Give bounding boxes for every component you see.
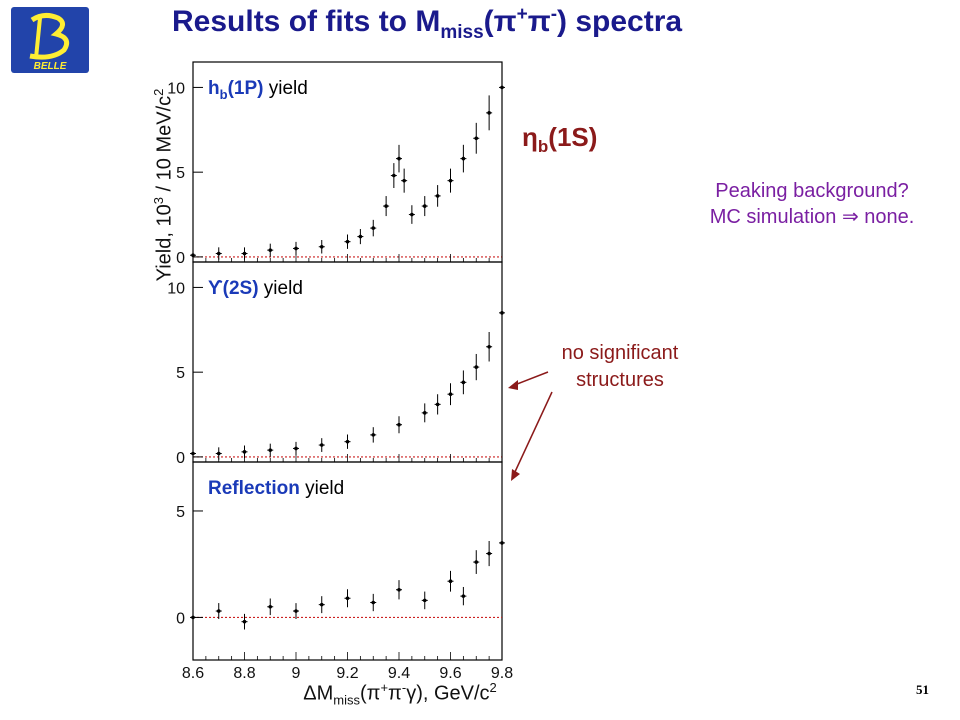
x-tick-label-0: 8.6 bbox=[182, 665, 204, 682]
data-point-2-7 bbox=[371, 600, 376, 605]
page-number: 51 bbox=[916, 682, 929, 697]
data-point-1-0 bbox=[191, 451, 195, 456]
data-point-2-4 bbox=[294, 609, 298, 613]
data-point-2-2 bbox=[242, 619, 247, 624]
x-tick-label-2: 9 bbox=[292, 665, 301, 682]
data-point-1-2 bbox=[242, 450, 247, 454]
data-point-0-5 bbox=[319, 244, 324, 249]
peaking-line-1: Peaking background? bbox=[715, 180, 909, 202]
data-point-2-13 bbox=[487, 551, 491, 556]
x-tick-label-3: 9.2 bbox=[336, 665, 358, 682]
y-tick-label-0-1: 5 bbox=[176, 165, 185, 182]
arrow-line-lower bbox=[513, 391, 553, 475]
data-point-1-9 bbox=[422, 411, 427, 415]
peaking-background-note: Peaking background? MC simulation ⇒ none… bbox=[664, 178, 960, 230]
no-significant-structures-note: no significant structures bbox=[520, 340, 720, 394]
logo-b-shape bbox=[29, 12, 70, 60]
panel-label-hb1p: hb(1P) yield bbox=[208, 78, 308, 102]
belle-logo: BELLE bbox=[11, 7, 89, 73]
arrow-head-upper bbox=[508, 380, 518, 390]
data-point-1-13 bbox=[474, 365, 479, 369]
data-point-1-4 bbox=[294, 446, 298, 451]
data-point-0-8 bbox=[371, 226, 376, 230]
y-tick-label-0-0: 0 bbox=[176, 250, 185, 267]
data-point-2-5 bbox=[319, 602, 324, 607]
data-point-0-3 bbox=[268, 248, 273, 252]
data-point-0-18 bbox=[474, 136, 479, 141]
x-axis-label: ΔMmiss(π+π-γ), GeV/c2 bbox=[303, 680, 497, 708]
data-point-0-13 bbox=[410, 212, 414, 217]
arrow-head-lower bbox=[511, 469, 520, 481]
data-point-1-1 bbox=[216, 451, 221, 456]
data-point-0-9 bbox=[384, 204, 388, 208]
data-point-2-6 bbox=[345, 596, 350, 601]
y-tick-label-1-1: 5 bbox=[176, 365, 185, 382]
panel-label-upsilon2s: ϒ(2S) yield bbox=[208, 278, 303, 299]
data-point-1-14 bbox=[487, 344, 491, 349]
data-point-2-3 bbox=[268, 604, 273, 609]
y-tick-label-0-2: 10 bbox=[167, 80, 185, 97]
data-point-2-0 bbox=[191, 615, 195, 620]
data-point-0-16 bbox=[448, 178, 453, 183]
data-point-1-15 bbox=[500, 311, 504, 315]
x-tick-label-4: 9.4 bbox=[388, 665, 410, 682]
x-tick-label-1: 8.8 bbox=[233, 665, 255, 682]
y-tick-label-2-1: 5 bbox=[176, 504, 185, 521]
y-tick-label-1-0: 0 bbox=[176, 450, 185, 467]
data-point-1-8 bbox=[397, 422, 401, 427]
data-point-1-3 bbox=[268, 448, 273, 452]
data-point-0-6 bbox=[345, 239, 350, 244]
data-point-0-10 bbox=[392, 173, 396, 178]
data-point-2-10 bbox=[448, 579, 453, 584]
y-tick-label-2-0: 0 bbox=[176, 610, 185, 627]
data-point-1-6 bbox=[345, 439, 350, 444]
data-point-2-9 bbox=[422, 598, 427, 603]
peaking-line-2: MC simulation ⇒ none. bbox=[709, 206, 915, 228]
data-point-1-5 bbox=[319, 443, 324, 447]
logo-b-stem bbox=[34, 17, 42, 59]
data-point-0-0 bbox=[191, 253, 195, 258]
data-point-0-12 bbox=[402, 178, 406, 183]
nosig-line-2: structures bbox=[576, 369, 664, 391]
panel-label-reflection: Reflection yield bbox=[208, 478, 345, 499]
eta-b-1s-label: ηb(1S) bbox=[522, 122, 598, 157]
data-point-1-12 bbox=[461, 380, 466, 385]
data-point-1-10 bbox=[435, 402, 440, 407]
data-point-0-14 bbox=[422, 204, 427, 208]
data-point-0-2 bbox=[242, 251, 247, 256]
data-point-0-17 bbox=[461, 156, 466, 161]
data-point-2-1 bbox=[216, 609, 221, 613]
data-point-2-8 bbox=[397, 587, 401, 592]
data-point-0-7 bbox=[358, 234, 363, 239]
y-axis-label: Yield, 103 / 10 MeV/c2 bbox=[151, 88, 176, 282]
data-point-0-20 bbox=[500, 85, 504, 90]
data-point-0-11 bbox=[397, 156, 401, 161]
data-point-2-11 bbox=[461, 594, 466, 598]
x-tick-label-6: 9.8 bbox=[491, 665, 513, 682]
logo-text: BELLE bbox=[34, 61, 67, 72]
data-point-1-7 bbox=[371, 433, 376, 437]
x-tick-label-5: 9.6 bbox=[439, 665, 461, 682]
data-point-2-12 bbox=[474, 560, 479, 564]
nosig-line-1: no significant bbox=[561, 342, 679, 364]
y-tick-label-1-2: 10 bbox=[167, 280, 185, 297]
data-point-0-15 bbox=[435, 194, 440, 198]
data-point-2-14 bbox=[500, 541, 504, 545]
data-point-1-11 bbox=[448, 392, 453, 397]
data-point-0-19 bbox=[487, 111, 491, 115]
page-title: Results of fits to Mmiss(π+π-) spectra bbox=[172, 4, 683, 43]
data-point-0-1 bbox=[216, 251, 221, 256]
data-point-0-4 bbox=[294, 246, 298, 251]
